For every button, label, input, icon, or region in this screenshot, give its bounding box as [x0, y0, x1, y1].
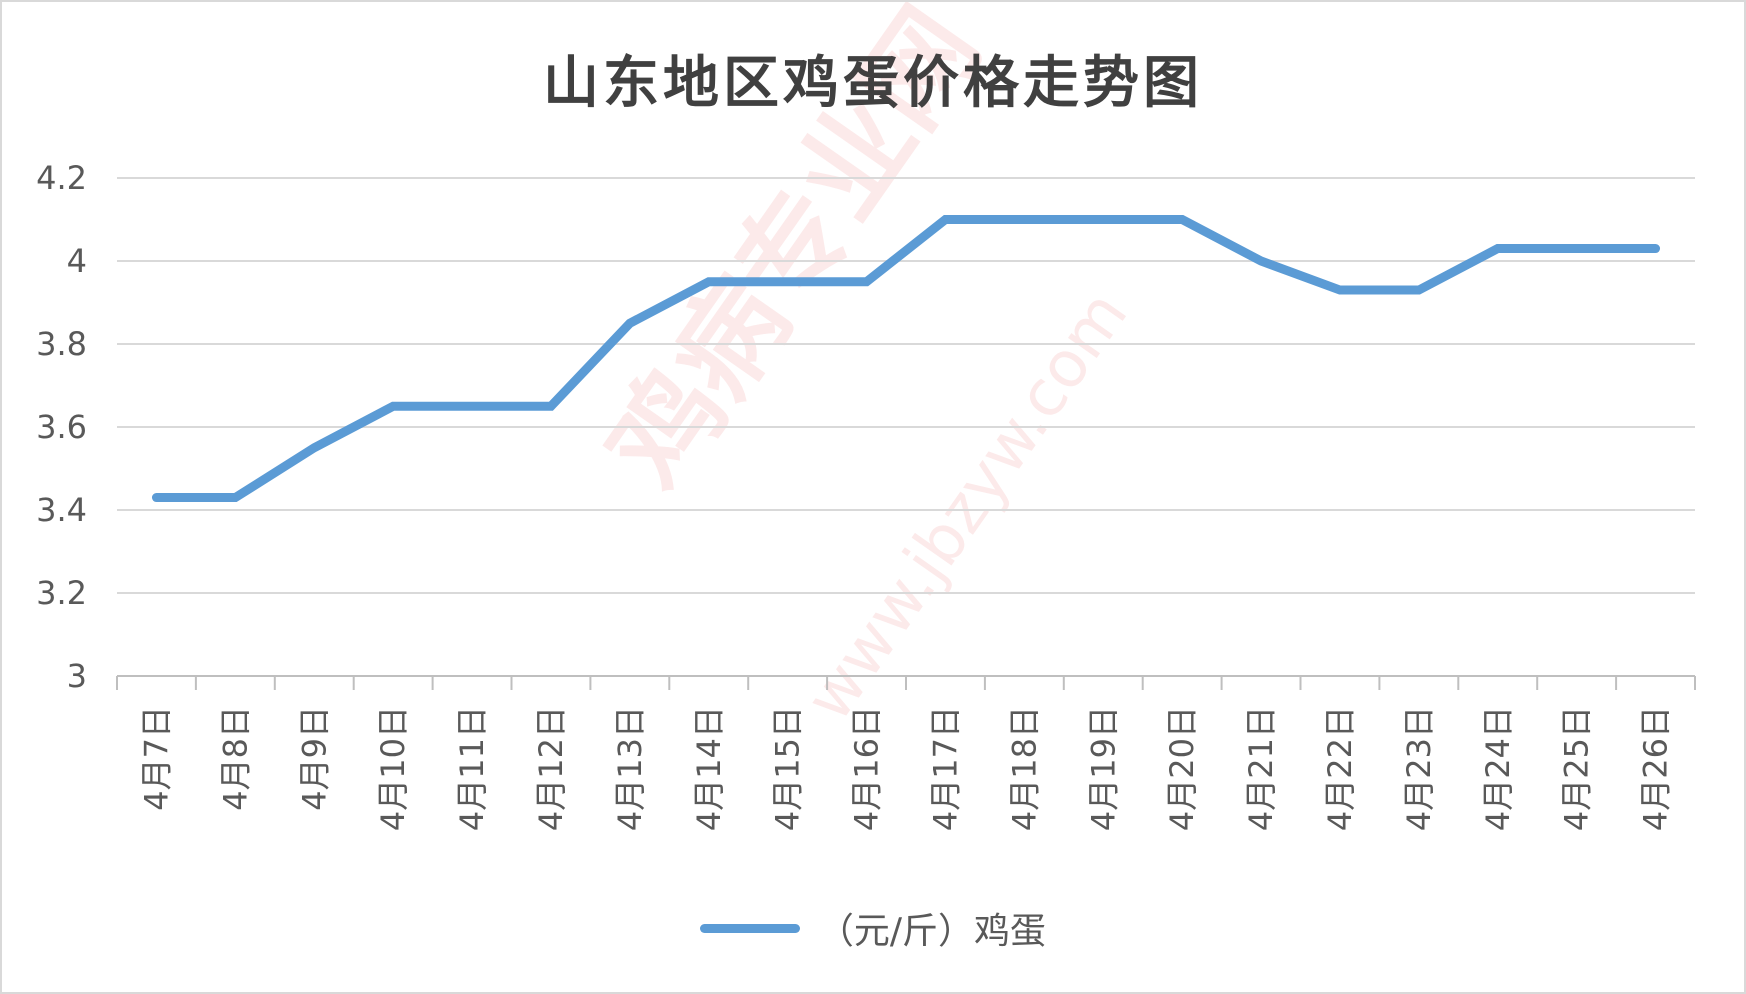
y-tick-label: 4.2 — [36, 159, 87, 197]
y-tick-label: 3.4 — [36, 491, 87, 529]
x-tick-label: 4月24日 — [1479, 706, 1517, 831]
series-line — [151, 215, 1661, 503]
chart-title: 山东地区鸡蛋价格走势图 — [543, 50, 1203, 116]
x-tick-label: 4月11日 — [453, 706, 491, 831]
x-tick-label: 4月12日 — [532, 706, 570, 831]
x-tick-label: 4月18日 — [1005, 706, 1043, 831]
x-tick-label: 4月8日 — [216, 706, 254, 811]
x-tick-label: 4月23日 — [1400, 706, 1438, 831]
legend-label: （元/斤）鸡蛋 — [817, 911, 1047, 952]
y-tick-label: 3.8 — [36, 325, 87, 363]
x-tick-label: 4月22日 — [1321, 706, 1359, 831]
x-tick-label: 4月10日 — [374, 706, 412, 831]
x-tick-label: 4月9日 — [295, 706, 333, 811]
y-tick-label: 3.6 — [36, 408, 87, 446]
x-tick-label: 4月26日 — [1637, 706, 1675, 831]
x-tick-label: 4月13日 — [611, 706, 649, 831]
x-tick-label: 4月14日 — [690, 706, 728, 831]
y-tick-label: 3.2 — [36, 574, 87, 612]
legend-swatch — [699, 923, 800, 933]
y-tick-label: 3 — [67, 657, 87, 695]
x-tick-label: 4月19日 — [1084, 706, 1122, 831]
x-tick-label: 4月16日 — [848, 706, 886, 831]
y-tick-label: 4 — [67, 242, 87, 280]
x-tick-label: 4月15日 — [769, 706, 807, 831]
x-tick-label: 4月7日 — [137, 706, 175, 811]
x-tick-label: 4月17日 — [926, 706, 964, 831]
x-tick-label: 4月21日 — [1242, 706, 1280, 831]
x-tick-label: 4月20日 — [1163, 706, 1201, 831]
x-tick-label: 4月25日 — [1558, 706, 1596, 831]
legend: （元/斤）鸡蛋 — [2, 902, 1744, 954]
